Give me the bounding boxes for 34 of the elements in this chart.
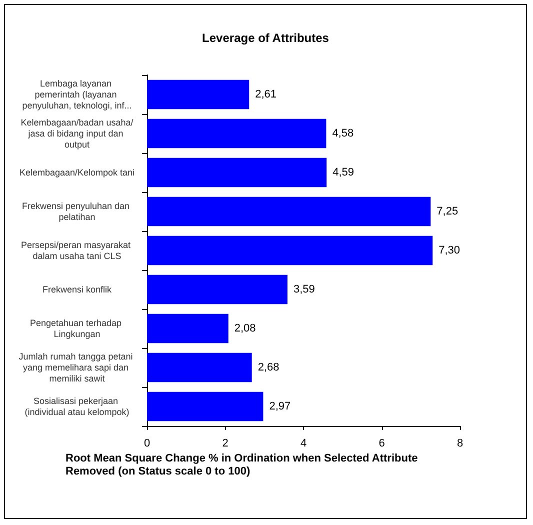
x-tick-label: 4: [300, 438, 307, 450]
data-label: 3,59: [293, 284, 315, 296]
bar: [147, 392, 264, 422]
y-tick-label: Pengetahuan terhadap Lingkungan: [30, 318, 124, 339]
y-tick-label: Persepsi/peran masyarakat dalam usaha tani CLS: [20, 240, 134, 261]
x-tick-label: 0: [144, 438, 150, 450]
y-tick-label: Kelembagaan/badan usaha/jasa di bidang input dan output: [20, 118, 134, 150]
data-label: 2,08: [234, 322, 256, 334]
bar: [147, 196, 431, 226]
x-tick-label: 2: [222, 438, 228, 450]
x-tick-label: 8: [456, 438, 464, 450]
data-label: 4,59: [332, 166, 354, 178]
y-tick-label: Lembaga layanan pemerintah (layanan penyuluhan, teknologi, inf...: [22, 78, 132, 110]
data-label: 7,25: [436, 206, 458, 218]
y-tick-label: Jumlah rumah tangga petani yang memelihara sapi dan memiliki sawit: [18, 352, 136, 384]
chart-title: Leverage of Attributes: [202, 31, 330, 45]
bar: [147, 352, 252, 382]
y-tick-label: Frekwensi penyuluhan dan pelatihan: [22, 201, 132, 222]
y-tick-label: Kelembagaan/Kelompok tani: [19, 168, 135, 178]
bar: [147, 118, 326, 148]
data-label: 2,61: [255, 88, 277, 100]
x-tick-label: 6: [378, 438, 385, 450]
y-tick-label: Frekwensi konflik: [42, 284, 112, 294]
bar: [147, 236, 433, 266]
data-label: 2,68: [258, 362, 280, 374]
bar: [147, 274, 288, 304]
x-axis-title: Root Mean Square Change % in Ordination when Selected Attribute Removed (on Status scale 0 to 100): [66, 452, 421, 478]
bar: [147, 158, 327, 188]
data-label: 4,58: [332, 128, 354, 140]
bar: [147, 314, 228, 344]
y-tick-label: Sosialisasi pekerjaan (individual atau kelompok): [24, 396, 130, 417]
bar: [147, 80, 250, 110]
data-label: 7,30: [438, 244, 460, 256]
data-label: 2,97: [269, 400, 291, 412]
